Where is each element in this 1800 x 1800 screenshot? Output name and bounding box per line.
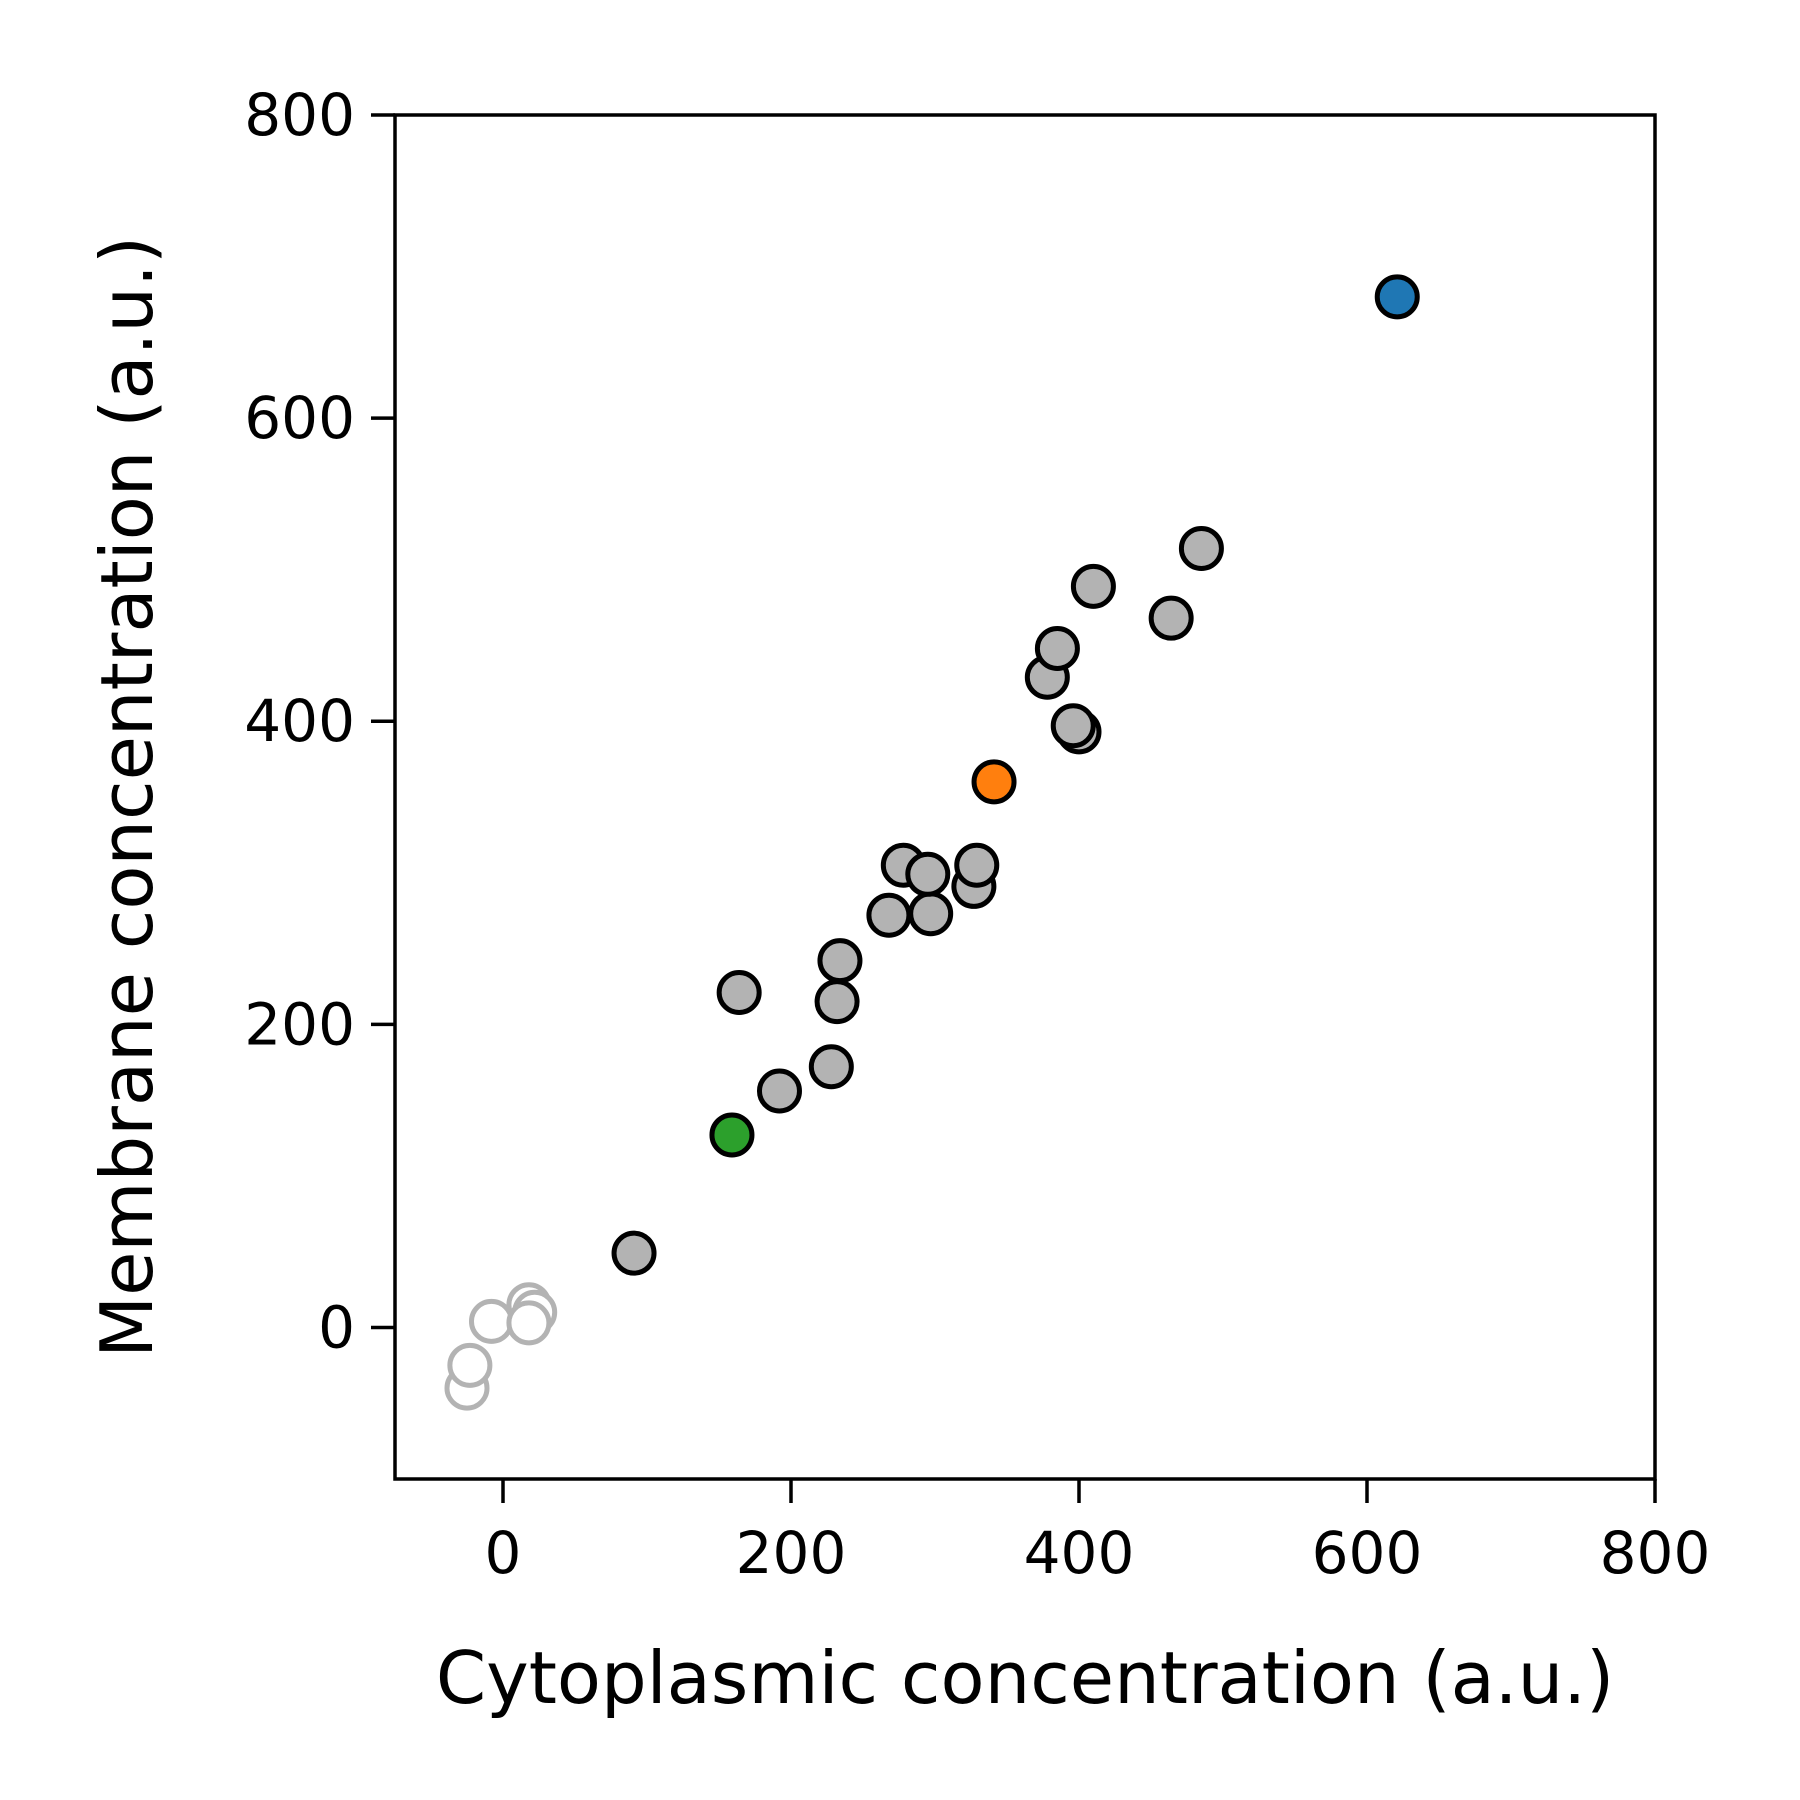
x-tick-label: 800 (1600, 1519, 1711, 1587)
data-point-gray (1034, 625, 1080, 671)
data-point-gray (817, 938, 863, 984)
data-point-gray (1178, 525, 1224, 571)
data-point-hollow (468, 1298, 514, 1344)
x-tick-label: 0 (485, 1519, 522, 1587)
data-point-green (709, 1112, 755, 1158)
data-point-gray (1070, 563, 1116, 609)
data-point-orange (971, 759, 1017, 805)
data-point-gray (908, 891, 954, 937)
x-tick-label: 200 (736, 1519, 847, 1587)
data-point-gray (905, 851, 951, 897)
ticks-layer: 0 200 400 600 800 0 200 400 600 800 (244, 81, 1710, 1587)
data-point-gray (716, 970, 762, 1016)
data-point-gray (1148, 595, 1194, 641)
data-point-gray (808, 1044, 854, 1090)
y-axis-label: Membrane concentration (a.u.) (85, 236, 169, 1358)
y-tick-label: 0 (318, 1293, 355, 1361)
data-point-hollow (506, 1300, 552, 1346)
data-point-gray (866, 892, 912, 938)
data-point-hollow (447, 1342, 493, 1388)
y-tick-label: 200 (244, 990, 355, 1058)
x-tick-label: 600 (1312, 1519, 1423, 1587)
data-point-gray (756, 1068, 802, 1114)
data-point-gray (1050, 703, 1096, 749)
plot-frame (393, 113, 1657, 1481)
y-tick-label: 400 (244, 687, 355, 755)
data-point-gray (814, 979, 860, 1025)
x-axis-label: Cytoplasmic concentration (a.u.) (436, 1636, 1614, 1720)
points-layer (444, 274, 1420, 1411)
y-tick-label: 800 (244, 81, 355, 149)
data-point-gray (954, 842, 1000, 888)
data-point-gray (611, 1230, 657, 1276)
y-tick-label: 600 (244, 384, 355, 452)
x-tick-label: 400 (1024, 1519, 1135, 1587)
data-point-blue (1374, 274, 1420, 320)
